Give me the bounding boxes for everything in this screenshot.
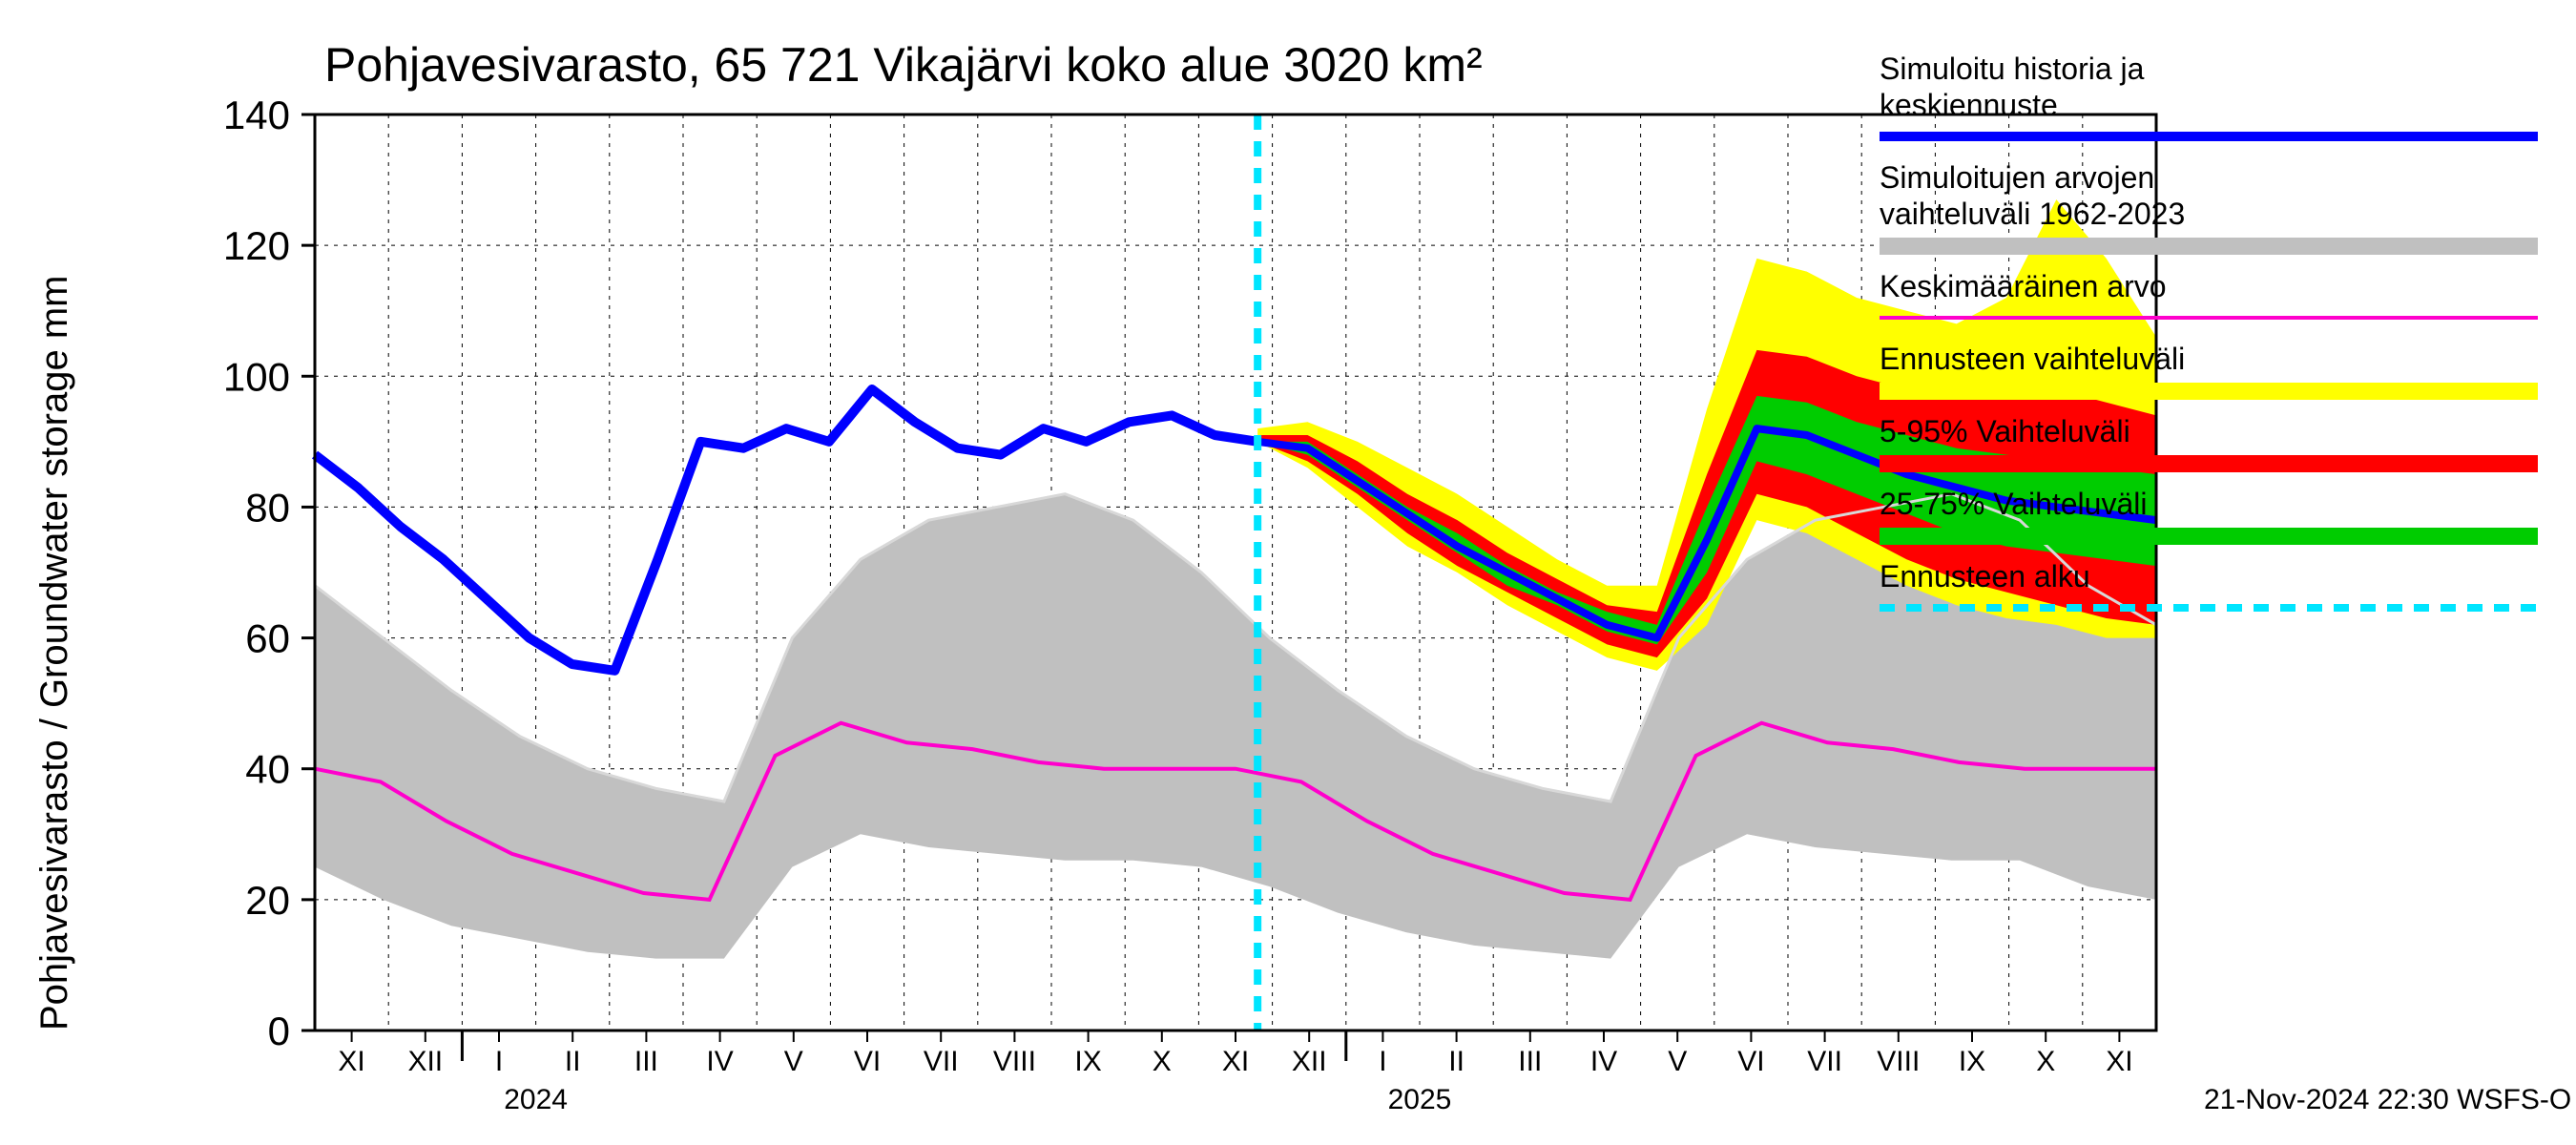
x-tick-label: III (1518, 1046, 1542, 1077)
legend-swatch (1880, 455, 2538, 472)
chart-container: 020406080100120140XIXIIIIIIIIIVVVIVIIVII… (0, 0, 2576, 1145)
x-tick-label: VI (1737, 1046, 1764, 1077)
legend-label: 25-75% Vaihteluväli (1880, 487, 2147, 521)
y-tick-label: 80 (245, 485, 290, 530)
x-tick-label: XI (1222, 1046, 1249, 1077)
footer-timestamp: 21-Nov-2024 22:30 WSFS-O (2204, 1084, 2571, 1115)
y-tick-label: 60 (245, 616, 290, 661)
x-tick-label: X (2036, 1046, 2055, 1077)
chart-svg: 020406080100120140XIXIIIIIIIIIVVVIVIIVII… (0, 0, 2576, 1145)
y-axis-label: Pohjavesivarasto / Groundwater storage m… (33, 276, 75, 1030)
x-tick-label: III (634, 1046, 658, 1077)
legend-swatch (1880, 383, 2538, 400)
x-tick-label: I (495, 1046, 503, 1077)
x-year-label: 2024 (504, 1084, 568, 1115)
x-tick-label: XI (338, 1046, 364, 1077)
legend-swatch (1880, 238, 2538, 255)
x-tick-label: VIII (1877, 1046, 1920, 1077)
x-tick-label: VII (924, 1046, 959, 1077)
x-tick-label: XII (1292, 1046, 1327, 1077)
y-tick-label: 120 (223, 223, 290, 268)
y-tick-label: 40 (245, 747, 290, 792)
x-tick-label: V (784, 1046, 803, 1077)
x-tick-label: X (1153, 1046, 1172, 1077)
y-tick-label: 0 (268, 1009, 290, 1053)
x-tick-label: II (565, 1046, 581, 1077)
x-tick-label: VII (1807, 1046, 1842, 1077)
legend-label: keskiennuste (1880, 88, 2058, 122)
x-tick-label: II (1448, 1046, 1465, 1077)
x-tick-label: XI (2106, 1046, 2132, 1077)
y-tick-label: 100 (223, 354, 290, 399)
legend-label: Ennusteen alku (1880, 559, 2090, 593)
legend-label: vaihteluväli 1962-2023 (1880, 197, 2185, 231)
x-tick-label: IV (706, 1046, 733, 1077)
x-tick-label: VIII (993, 1046, 1036, 1077)
x-tick-label: IX (1959, 1046, 1985, 1077)
legend-label: 5-95% Vaihteluväli (1880, 414, 2130, 448)
legend-label: Keskimääräinen arvo (1880, 269, 2167, 303)
x-tick-label: I (1379, 1046, 1386, 1077)
y-tick-label: 140 (223, 93, 290, 137)
chart-title: Pohjavesivarasto, 65 721 Vikajärvi koko … (324, 38, 1483, 92)
legend-swatch (1880, 528, 2538, 545)
x-tick-label: IV (1590, 1046, 1617, 1077)
x-year-label: 2025 (1388, 1084, 1452, 1115)
x-tick-label: XII (407, 1046, 443, 1077)
x-tick-label: V (1668, 1046, 1687, 1077)
y-tick-label: 20 (245, 878, 290, 923)
legend-label: Simuloitu historia ja (1880, 52, 2145, 86)
x-tick-label: IX (1074, 1046, 1101, 1077)
legend-label: Simuloitujen arvojen (1880, 160, 2154, 195)
x-tick-label: VI (854, 1046, 881, 1077)
legend-label: Ennusteen vaihteluväli (1880, 342, 2185, 376)
